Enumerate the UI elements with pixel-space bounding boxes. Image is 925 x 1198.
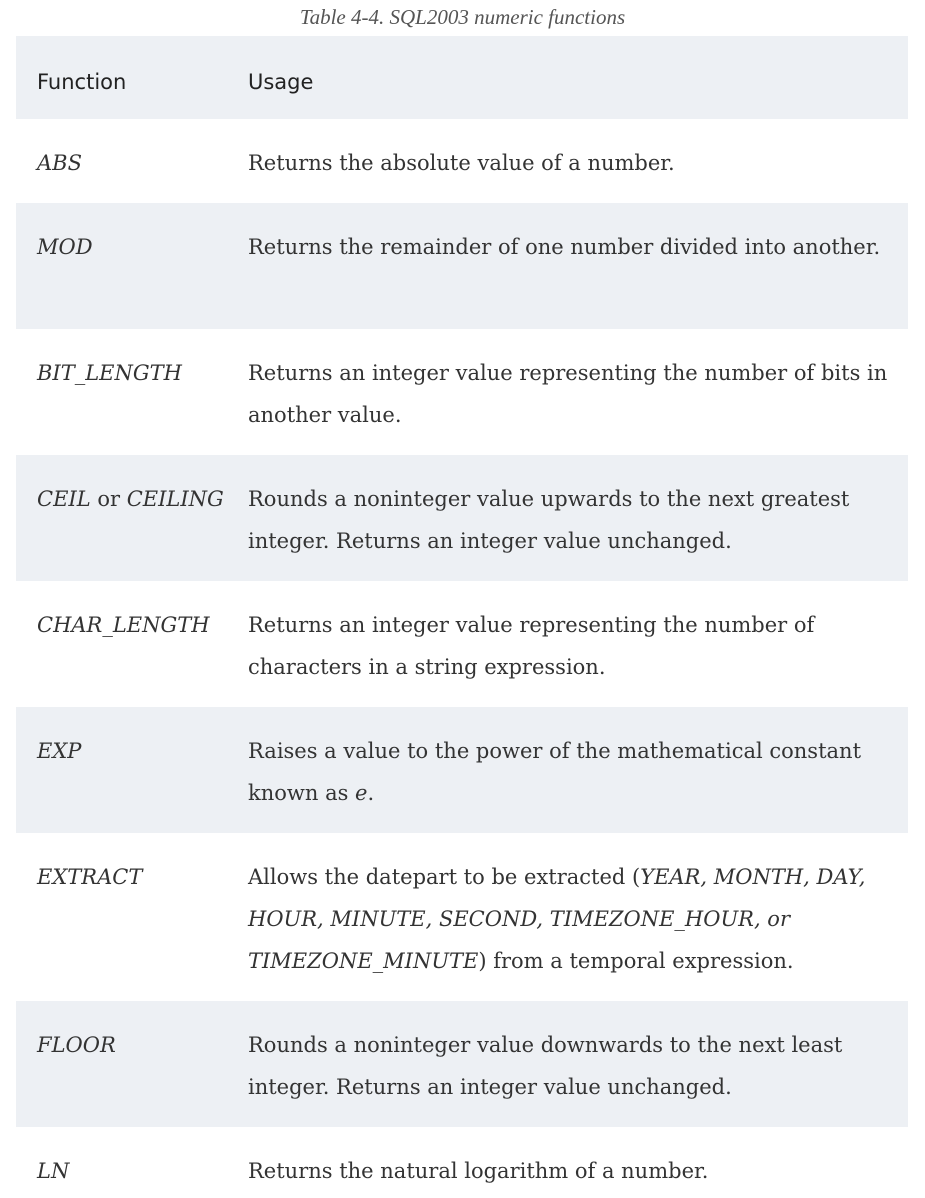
table-header-row: Function Usage <box>16 36 908 119</box>
function-name: ABS <box>37 151 82 175</box>
function-name: FLOOR <box>37 1033 116 1057</box>
function-name-ceil: CEIL <box>37 487 91 511</box>
function-usage: Returns an integer value representing th… <box>248 613 815 679</box>
table-row-exp: EXP Raises a value to the power of the m… <box>16 707 908 833</box>
function-usage: Returns the natural logarithm of a numbe… <box>248 1159 709 1183</box>
table-caption: Table 4-4. SQL2003 numeric functions <box>299 5 626 29</box>
header-function: Function <box>37 70 127 94</box>
table-row-abs: ABS Returns the absolute value of a numb… <box>16 119 908 203</box>
table-row-ceil: CEIL or CEILING Rounds a noninteger valu… <box>16 455 908 581</box>
usage-text: Raises a value to the power of the mathe… <box>248 739 862 805</box>
table-row-floor: FLOOR Rounds a noninteger value downward… <box>16 1001 908 1127</box>
usage-constant-e: e <box>355 781 368 805</box>
table-row-mod: MOD Returns the remainder of one number … <box>16 203 908 329</box>
usage-dateparts: YEAR, MONTH, DAY, HOUR, MINUTE, SECOND, … <box>248 865 866 973</box>
usage-text-end: . <box>367 781 375 805</box>
function-name: MOD <box>37 235 93 259</box>
table-row-char-length: CHAR_LENGTH Returns an integer value rep… <box>16 581 908 707</box>
function-name: CHAR_LENGTH <box>37 613 210 637</box>
usage-text: Allows the datepart to be extracted ( <box>248 865 641 889</box>
function-name: EXTRACT <box>37 865 143 889</box>
function-name: EXP <box>37 739 82 763</box>
function-name-or: or <box>90 487 127 511</box>
function-usage: Rounds a noninteger value downwards to t… <box>248 1033 843 1099</box>
function-name: LN <box>37 1159 70 1183</box>
function-usage: Rounds a noninteger value upwards to the… <box>248 487 850 553</box>
function-name: CEIL or CEILING <box>16 478 248 558</box>
function-name: BIT_LENGTH <box>37 361 182 385</box>
numeric-functions-table: Function Usage ABS Returns the absolute … <box>16 36 908 1198</box>
function-usage: Allows the datepart to be extracted (YEA… <box>248 856 908 978</box>
function-usage: Returns the absolute value of a number. <box>248 151 675 175</box>
table-row-extract: EXTRACT Allows the datepart to be extrac… <box>16 833 908 1001</box>
table-row-ln: LN Returns the natural logarithm of a nu… <box>16 1127 908 1198</box>
usage-text-end: ) from a temporal expression. <box>478 949 794 973</box>
table-row-bit-length: BIT_LENGTH Returns an integer value repr… <box>16 329 908 455</box>
function-usage: Raises a value to the power of the mathe… <box>248 730 908 810</box>
function-usage: Returns the remainder of one number divi… <box>248 235 881 259</box>
header-usage: Usage <box>248 70 314 94</box>
function-name-ceiling: CEILING <box>126 487 224 511</box>
function-usage: Returns an integer value representing th… <box>248 361 888 427</box>
